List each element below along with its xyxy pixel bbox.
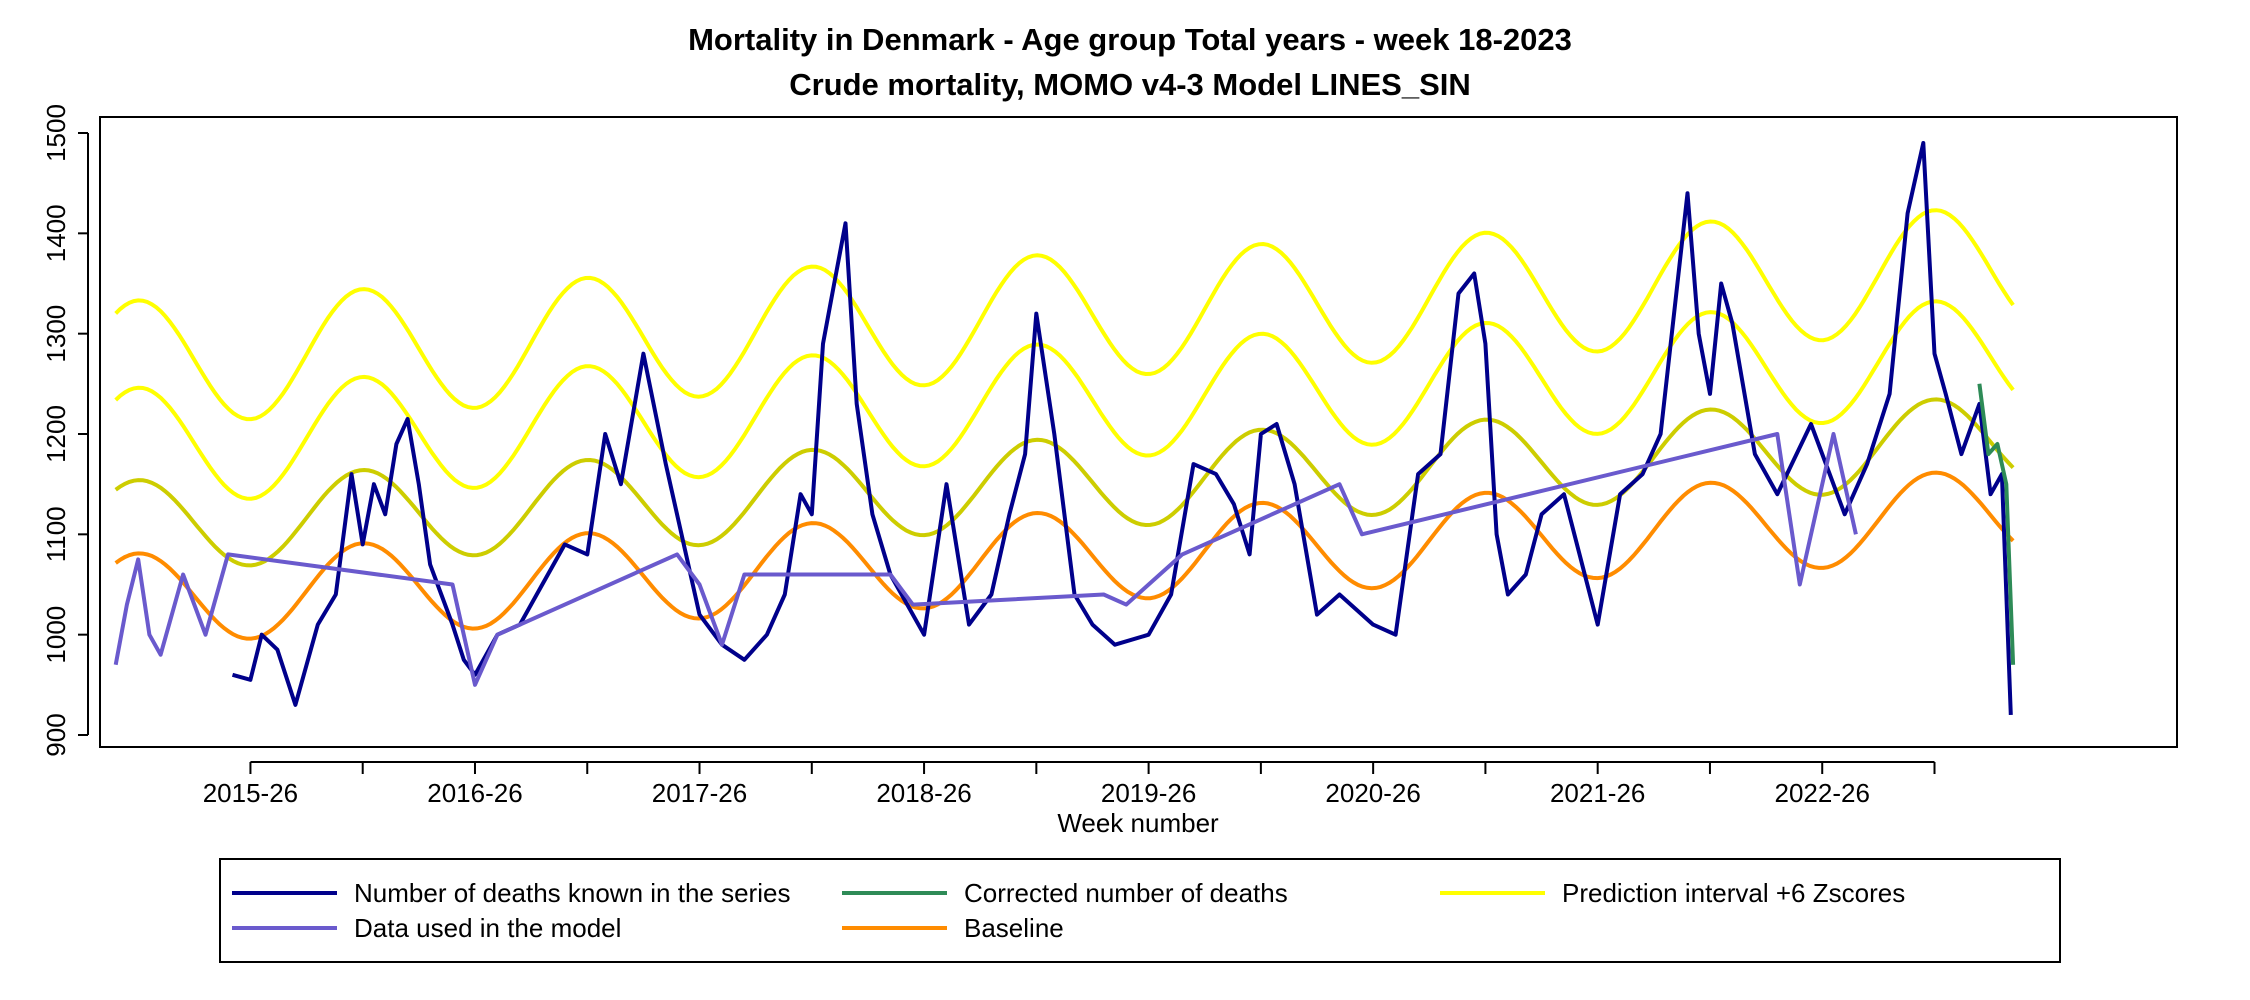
x-tick-label: 2021-26 xyxy=(1550,778,1645,808)
legend-label: Number of deaths known in the series xyxy=(354,878,790,908)
y-tick-label: 1300 xyxy=(41,305,71,363)
prediction-interval-2-zscores-line xyxy=(114,397,2015,568)
y-axis: 900 1000 1100 1200 1300 1400 1500 xyxy=(41,104,89,757)
chart-title: Mortality in Denmark - Age group Total y… xyxy=(688,22,1572,57)
chart-subtitle: Crude mortality, MOMO v4-3 Model LINES_S… xyxy=(789,67,1471,102)
legend-label: Data used in the model xyxy=(354,913,621,943)
x-tick-label: 2020-26 xyxy=(1325,778,1420,808)
y-tick-label: 1100 xyxy=(41,506,71,562)
data-used-in-the-model-line xyxy=(113,432,1858,687)
legend-box xyxy=(219,858,2061,963)
y-tick-label: 1400 xyxy=(41,204,71,262)
number-of-deaths-known-in-the-series-line xyxy=(231,141,2013,715)
curve-layer xyxy=(114,208,2015,641)
x-tick-label: 2018-26 xyxy=(876,778,971,808)
x-tick-label: 2019-26 xyxy=(1101,778,1196,808)
y-tick-label: 1000 xyxy=(41,606,71,664)
x-tick-label: 2015-26 xyxy=(203,778,298,808)
plot-frame xyxy=(99,116,2178,748)
x-tick-label: 2017-26 xyxy=(652,778,747,808)
y-tick-label: 1200 xyxy=(41,405,71,463)
legend: Number of deaths known in the series Corr… xyxy=(232,878,1905,943)
corrected-number-of-deaths-line xyxy=(1977,383,2016,665)
prediction-interval-6-zscores-line xyxy=(114,208,2015,422)
y-tick-label: 1500 xyxy=(41,104,71,162)
series-layer xyxy=(113,141,2016,715)
x-axis-label: Week number xyxy=(1057,808,1219,838)
legend-label: Corrected number of deaths xyxy=(964,878,1288,908)
x-tick-label: 2016-26 xyxy=(427,778,522,808)
x-axis: 2015-26 2016-26 2017-26 2018-26 2019-26 2020-… xyxy=(203,761,1936,808)
prediction-interval-4-zscores-line xyxy=(114,299,2015,501)
baseline-line xyxy=(114,470,2015,641)
x-tick-label: 2022-26 xyxy=(1775,778,1870,808)
y-tick-label: 900 xyxy=(41,713,71,756)
legend-label: Prediction interval +6 Zscores xyxy=(1562,878,1905,908)
legend-label: Baseline xyxy=(964,913,1064,943)
